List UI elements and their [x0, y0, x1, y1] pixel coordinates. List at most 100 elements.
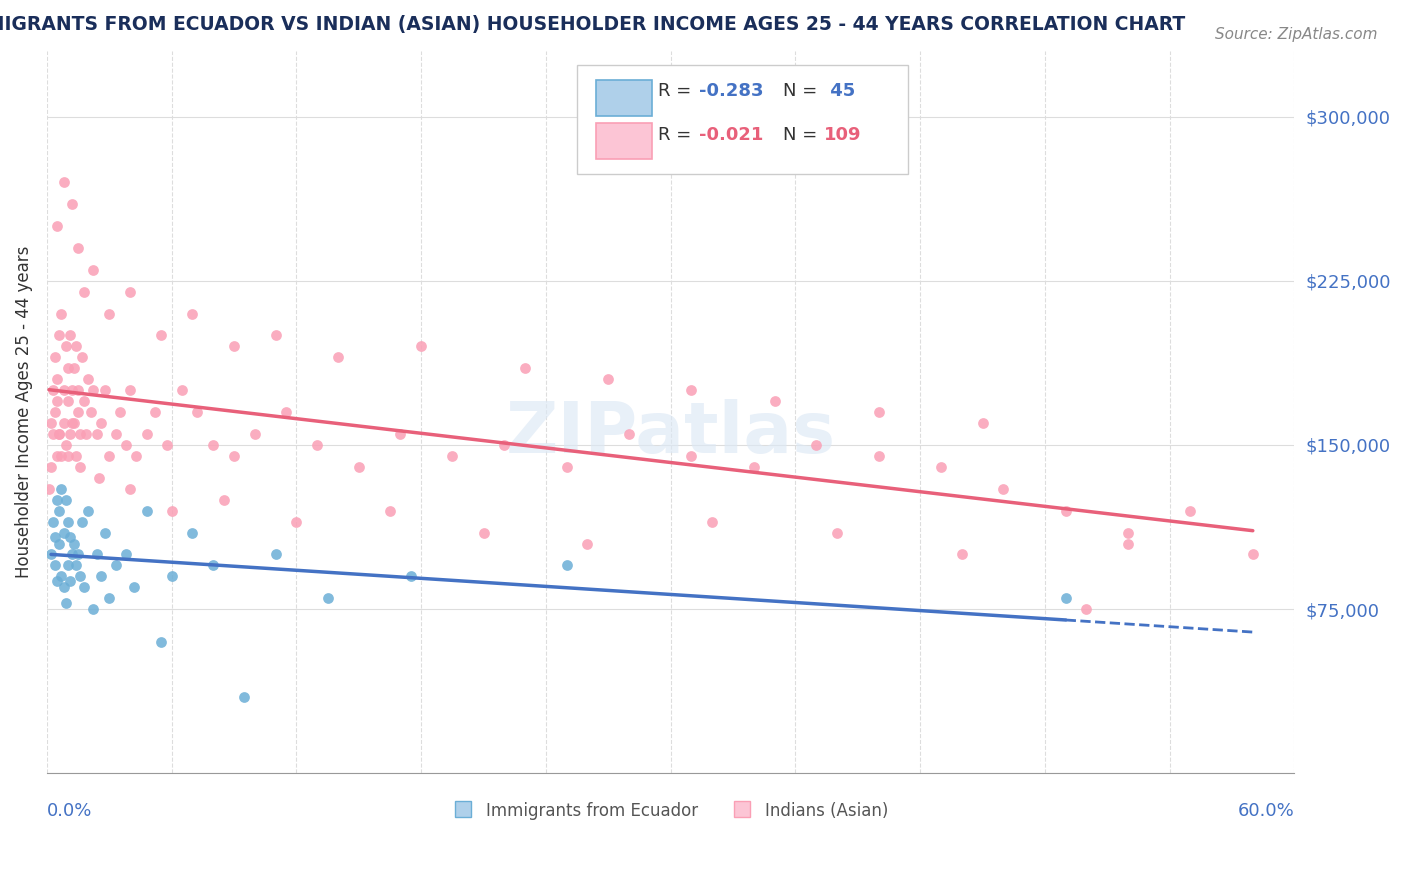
Text: -0.283: -0.283 [699, 81, 763, 100]
Point [52, 580, 75, 594]
Text: ZIPatlas: ZIPatlas [506, 400, 835, 468]
Text: 0.0%: 0.0% [46, 802, 93, 821]
Point [44, 558, 66, 573]
Point [77, 503, 100, 517]
Point [59, 328, 82, 343]
Text: 109: 109 [824, 127, 862, 145]
Point [993, 482, 1015, 496]
Point [59, 574, 82, 588]
Point [63, 416, 86, 430]
Point [702, 515, 724, 529]
Point [399, 569, 422, 583]
Point [681, 383, 703, 397]
Text: R =: R = [658, 81, 697, 100]
Point [69, 427, 91, 442]
Point [39, 548, 62, 562]
Point [46, 574, 69, 588]
FancyBboxPatch shape [576, 65, 908, 174]
Point [65, 449, 87, 463]
Point [202, 558, 225, 573]
Point [60, 548, 83, 562]
Point [389, 427, 412, 442]
Point [125, 449, 148, 463]
Point [63, 361, 86, 376]
Point [86, 427, 108, 442]
Point [46, 394, 69, 409]
Point [742, 459, 765, 474]
Point [52, 525, 75, 540]
Point [87, 471, 110, 485]
Point [160, 503, 183, 517]
Point [75, 427, 97, 442]
Point [441, 449, 464, 463]
Point [1076, 602, 1098, 616]
Point [73, 394, 96, 409]
Point [555, 459, 578, 474]
Point [868, 449, 890, 463]
Point [150, 328, 173, 343]
Point [972, 416, 994, 430]
Point [60, 416, 83, 430]
Point [90, 416, 112, 430]
Point [115, 438, 138, 452]
Point [55, 492, 77, 507]
Text: Source: ZipAtlas.com: Source: ZipAtlas.com [1215, 27, 1378, 42]
Point [82, 602, 104, 616]
Point [52, 175, 75, 189]
Point [86, 548, 108, 562]
Point [555, 558, 578, 573]
Point [411, 339, 433, 353]
Point [494, 438, 516, 452]
Point [115, 548, 138, 562]
Point [82, 383, 104, 397]
Point [202, 438, 225, 452]
Point [69, 569, 91, 583]
Point [38, 482, 60, 496]
Text: N =: N = [783, 81, 823, 100]
Point [56, 361, 79, 376]
Point [55, 339, 77, 353]
Point [77, 372, 100, 386]
Point [950, 548, 973, 562]
Point [67, 548, 90, 562]
Point [156, 438, 179, 452]
Point [868, 405, 890, 419]
Point [135, 503, 157, 517]
Point [67, 383, 90, 397]
Point [51, 307, 73, 321]
Point [186, 405, 208, 419]
Point [472, 525, 495, 540]
Point [65, 558, 87, 573]
Point [181, 307, 204, 321]
Point [233, 690, 256, 704]
Point [48, 427, 70, 442]
Point [285, 515, 308, 529]
Point [73, 285, 96, 299]
Point [39, 416, 62, 430]
Point [70, 351, 93, 365]
Point [94, 383, 117, 397]
Point [1116, 525, 1139, 540]
Point [243, 427, 266, 442]
Point [1241, 548, 1264, 562]
Point [55, 596, 77, 610]
Point [598, 372, 620, 386]
Point [264, 548, 287, 562]
Point [1054, 591, 1077, 606]
Point [347, 459, 370, 474]
Point [104, 427, 127, 442]
Point [67, 241, 90, 255]
Point [44, 351, 66, 365]
Point [56, 394, 79, 409]
Point [82, 262, 104, 277]
FancyBboxPatch shape [596, 123, 652, 160]
Point [135, 427, 157, 442]
Point [56, 558, 79, 573]
Point [79, 405, 101, 419]
Point [59, 427, 82, 442]
Point [48, 536, 70, 550]
Point [1180, 503, 1202, 517]
Point [326, 351, 349, 365]
Point [929, 459, 952, 474]
Point [160, 569, 183, 583]
